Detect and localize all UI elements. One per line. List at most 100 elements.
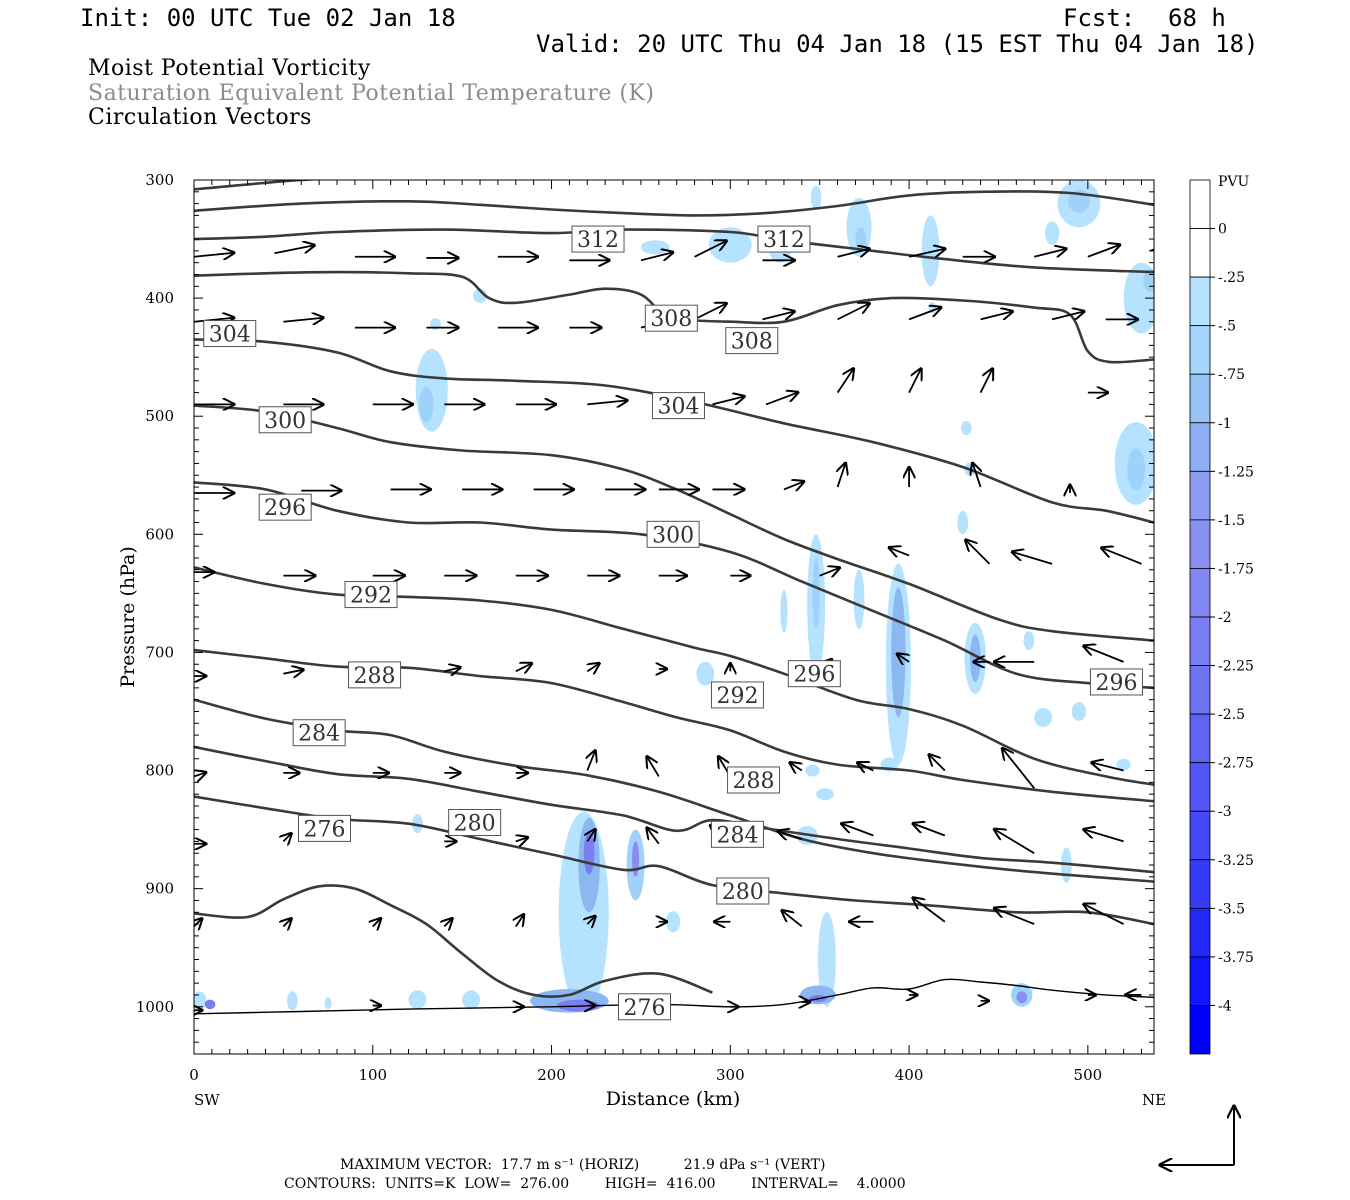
colorbar-label: -2: [1218, 610, 1232, 626]
circulation-vector: [837, 303, 870, 321]
circulation-vector: [782, 910, 803, 928]
colorbar-bin: [1189, 568, 1211, 618]
circulation-vector: [994, 829, 1035, 854]
circulation-vector: [1034, 249, 1066, 258]
circulation-vector: [194, 318, 234, 322]
pv-shade-blob: [412, 814, 423, 834]
contour-label: 288: [733, 769, 775, 794]
pv-shade-blob: [665, 911, 681, 933]
colorbar-label: -.5: [1218, 319, 1236, 335]
contour-label-box: [716, 877, 770, 905]
contour-label: 288: [354, 664, 396, 689]
axis-ticks: [193, 179, 1154, 1055]
theta-contour-300: [194, 481, 1154, 690]
circulation-vector: [837, 249, 870, 258]
circulation-vector: [762, 311, 794, 321]
contour-label-box: [757, 225, 811, 253]
contour-label-box: [571, 225, 625, 253]
pv-shade-blob: [204, 999, 216, 1010]
colorbar-label: -1.5: [1218, 513, 1245, 529]
colorbar-label: 0: [1218, 222, 1227, 238]
colorbar-bin: [1189, 179, 1211, 229]
circulation-vector: [1084, 646, 1124, 663]
contour-label: 296: [793, 663, 835, 688]
contour-label-box: [258, 406, 312, 434]
circulation-vector: [838, 463, 846, 488]
pv-shade-blob: [960, 420, 972, 436]
pv-shade-blob: [1071, 702, 1087, 721]
contour-label-box: [448, 809, 502, 837]
pv-shade-blob: [708, 227, 752, 263]
field-title-theta: Saturation Equivalent Potential Temperat…: [88, 81, 655, 106]
circulation-vector: [587, 916, 595, 924]
contour-label: 276: [304, 817, 346, 842]
contour-label-box: [646, 520, 700, 548]
contour-label-box: [1089, 668, 1143, 696]
contour-label-box: [618, 993, 672, 1021]
circulation-vector: [836, 369, 854, 394]
pv-shade-blob: [1034, 707, 1053, 727]
contour-label-box: [348, 661, 402, 689]
pv-shade-blob: [415, 348, 448, 432]
circulation-vector: [857, 763, 874, 771]
circulation-vector: [819, 568, 840, 576]
contour-label-box: [727, 766, 781, 794]
colorbar-bin: [1189, 373, 1211, 424]
init-time: Init: 00 UTC Tue 02 Jan 18: [80, 4, 456, 32]
contour-label: 280: [722, 880, 764, 905]
pv-shade-blob: [812, 557, 820, 629]
contour-label: 292: [716, 684, 758, 709]
circulation-vector: [1084, 829, 1124, 843]
circulation-vector: [194, 253, 234, 257]
y-tick-label: 900: [145, 880, 174, 898]
colorbar-bin: [1189, 713, 1211, 764]
x-axis-title: Distance (km): [606, 1088, 741, 1110]
contour-label-box: [258, 493, 312, 521]
y-tick-label: 700: [145, 643, 174, 661]
theta-contour-296: [194, 566, 1154, 786]
pv-shade-blob: [1044, 221, 1060, 245]
circulation-vector: [790, 763, 802, 771]
terrain-line: [194, 978, 1154, 1015]
contour-info-note: CONTOURS: UNITS=K LOW= 276.00 HIGH= 416.…: [284, 1176, 906, 1192]
contour-label: 284: [716, 823, 758, 848]
circulation-vector: [841, 824, 874, 837]
x-tick-label: 100: [358, 1066, 387, 1084]
circulation-vector: [979, 369, 993, 393]
pv-shade-blob: [1023, 631, 1035, 651]
circulation-vector: [444, 667, 460, 671]
pv-shade-blob: [408, 990, 427, 1010]
contour-label-box: [203, 320, 257, 348]
circulation-vector: [283, 833, 291, 841]
y-tick-label: 1000: [136, 998, 174, 1016]
x-tick-label: 500: [1074, 1066, 1103, 1084]
pv-shade-blob: [853, 569, 865, 629]
colorbar-bin: [1189, 228, 1211, 278]
x-end-left-label: SW: [194, 1091, 220, 1109]
terrain-surface-line: [194, 978, 1154, 1015]
forecast-hour: 68 h: [1168, 4, 1226, 32]
circulation-vector: [966, 540, 991, 565]
forecast-label: Fcst:: [1063, 4, 1136, 32]
field-title-vectors: Circulation Vectors: [88, 105, 312, 130]
circulation-vector: [1012, 552, 1053, 565]
axis-tick-labels: 300 400 500 600 700 800 900 1000 0 100 200 300 400 50…: [136, 171, 1102, 1084]
circulation-vector: [908, 249, 945, 258]
circulation-vector: [516, 837, 528, 841]
circulation-vector: [587, 663, 599, 671]
contour-label-box: [344, 581, 398, 609]
colorbar: 0 -.25 -.5 -.75 -1 -1.25 -1.5 -1.75 -2 -2.25 -2.5 -…: [1189, 179, 1254, 1055]
colorbar-bin: [1189, 956, 1211, 1006]
circulation-vector: [640, 252, 673, 262]
colorbar-bin: [1189, 616, 1211, 666]
pv-shade-blob: [957, 510, 969, 535]
colorbar-bin: [1189, 276, 1211, 327]
contour-label: 292: [350, 584, 392, 609]
circulation-vector: [897, 654, 909, 662]
colorbar-label: -3.25: [1218, 853, 1254, 869]
contour-label: 296: [1095, 671, 1137, 696]
circulation-vector: [712, 396, 744, 406]
circulation-vector: [1087, 245, 1120, 258]
pv-shade-blob: [810, 185, 822, 210]
